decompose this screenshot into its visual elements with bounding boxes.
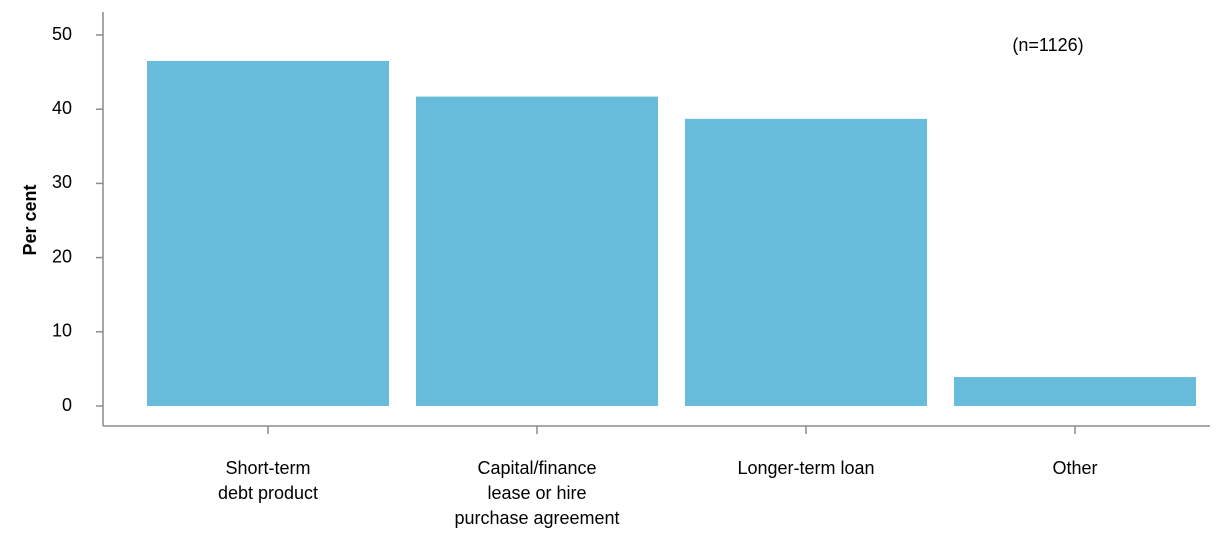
bar — [954, 377, 1196, 406]
y-axis: 0 10 20 30 40 50 — [52, 12, 104, 426]
bar — [416, 96, 658, 406]
x-tick-labels: Short-term debt product Capital/finance lea… — [218, 458, 1098, 528]
y-tick-label: 50 — [52, 24, 72, 44]
x-axis — [103, 425, 1210, 434]
bar — [685, 118, 927, 406]
sample-size-annotation: (n=1126) — [1012, 35, 1083, 55]
x-tick-label: Other — [1052, 458, 1097, 478]
x-tick-label: Capital/finance lease or hire purchase agr… — [454, 458, 619, 528]
y-tick-label: 30 — [52, 172, 72, 192]
y-tick-label: 10 — [52, 321, 72, 341]
x-tick-label: Short-term debt product — [218, 458, 318, 503]
bars — [147, 60, 1196, 406]
y-tick-label: 40 — [52, 98, 72, 118]
y-axis-label: Per cent — [20, 184, 40, 255]
bar — [147, 60, 389, 406]
x-tick-label: Longer-term loan — [737, 458, 874, 478]
y-tick-label: 20 — [52, 246, 72, 266]
y-tick-label: 0 — [62, 395, 72, 415]
